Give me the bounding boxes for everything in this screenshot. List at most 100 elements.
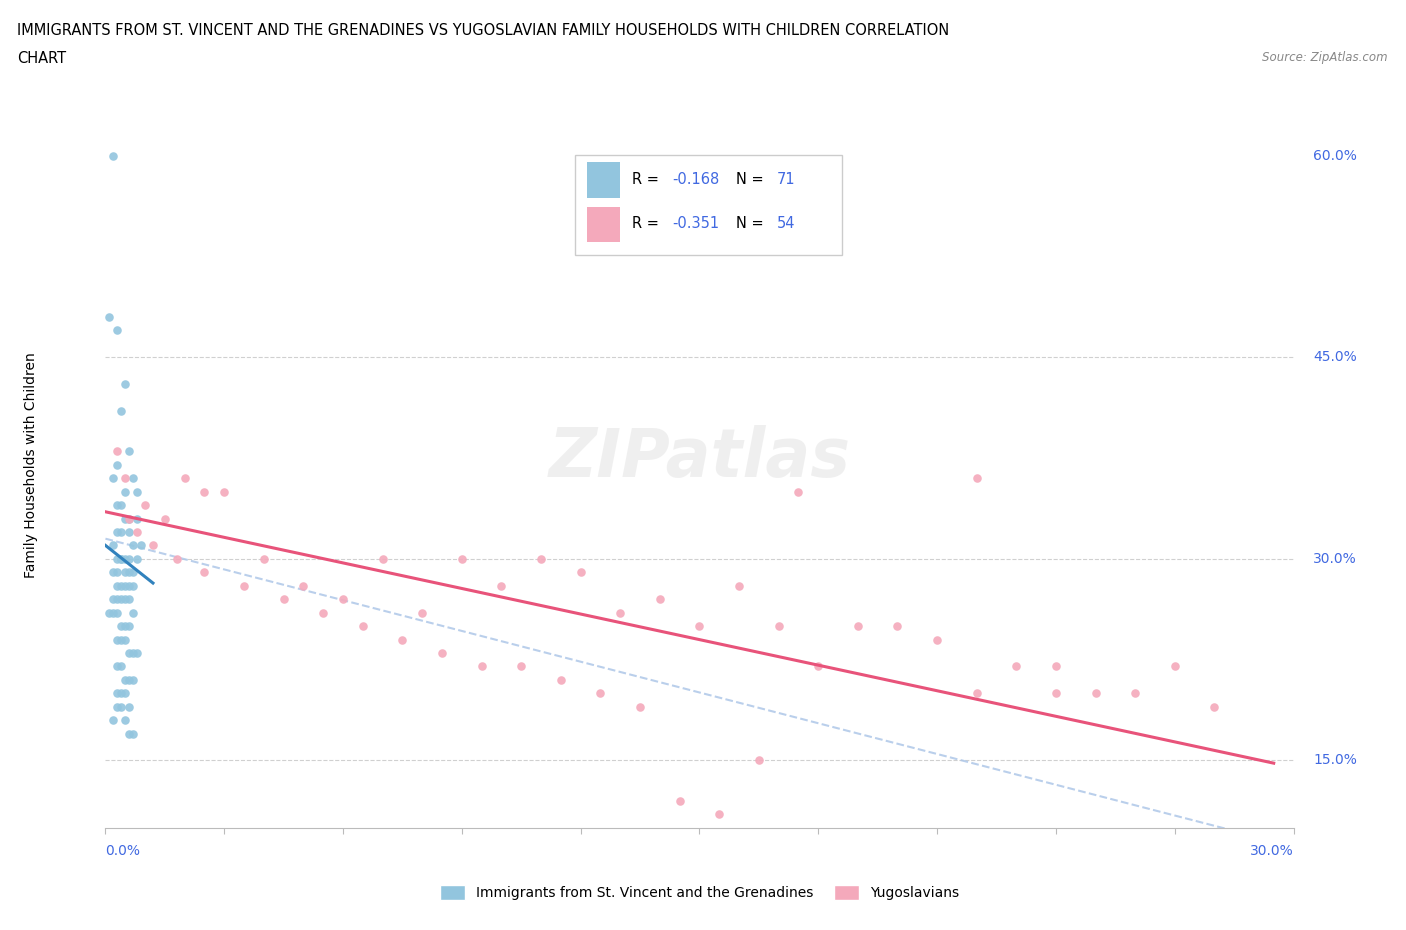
Point [273, 591, 295, 606]
Point [1045, 659, 1067, 674]
Point [118, 525, 141, 539]
Text: 60.0%: 60.0% [1313, 149, 1357, 163]
Point [1005, 659, 1028, 674]
Point [114, 377, 136, 392]
Point [105, 565, 128, 579]
Point [966, 471, 988, 485]
Point [105, 444, 128, 458]
Point [118, 512, 141, 526]
Point [292, 578, 315, 593]
Point [122, 645, 145, 660]
Point [628, 699, 651, 714]
Point [807, 659, 830, 674]
Text: 30.0%: 30.0% [1250, 844, 1294, 857]
Point [105, 498, 128, 512]
Point [166, 551, 188, 566]
Point [129, 538, 152, 552]
Point [105, 605, 128, 620]
Point [118, 591, 141, 606]
Point [118, 699, 141, 714]
Legend: Immigrants from St. Vincent and the Grenadines, Yugoslavians: Immigrants from St. Vincent and the Gren… [434, 880, 965, 906]
Point [110, 618, 132, 633]
Point [122, 565, 145, 579]
Point [173, 471, 195, 485]
Point [122, 578, 145, 593]
Point [127, 485, 149, 499]
Point [98, 310, 121, 325]
Point [689, 618, 711, 633]
Point [118, 512, 141, 526]
Point [110, 404, 132, 418]
Text: 15.0%: 15.0% [1313, 753, 1357, 767]
Point [105, 551, 128, 566]
Point [122, 672, 145, 687]
Point [214, 485, 236, 499]
Point [193, 485, 215, 499]
Point [471, 659, 494, 674]
Text: 0.0%: 0.0% [105, 844, 141, 857]
Point [110, 578, 132, 593]
Point [118, 618, 141, 633]
Point [127, 512, 149, 526]
Point [233, 578, 256, 593]
Point [118, 565, 141, 579]
Point [411, 605, 433, 620]
Point [709, 807, 731, 822]
Point [118, 726, 141, 741]
Point [98, 605, 121, 620]
Point [768, 618, 790, 633]
Point [105, 685, 128, 700]
Point [648, 591, 671, 606]
Point [103, 471, 125, 485]
Point [110, 685, 132, 700]
Point [846, 618, 869, 633]
Point [103, 148, 125, 163]
Point [110, 498, 132, 512]
Point [103, 538, 125, 552]
Point [886, 618, 908, 633]
Point [530, 551, 553, 566]
Text: 45.0%: 45.0% [1313, 351, 1357, 365]
Point [153, 512, 176, 526]
Text: Family Households with Children: Family Households with Children [24, 352, 38, 578]
Point [127, 645, 149, 660]
Point [118, 645, 141, 660]
Point [122, 471, 145, 485]
Point [122, 538, 145, 552]
Point [110, 632, 132, 647]
Point [491, 578, 513, 593]
Point [110, 525, 132, 539]
Point [114, 471, 136, 485]
Point [103, 605, 125, 620]
Point [748, 753, 770, 768]
FancyBboxPatch shape [586, 206, 620, 242]
Text: ZIPatlas: ZIPatlas [548, 425, 851, 491]
Text: 30.0%: 30.0% [1313, 551, 1357, 565]
Point [193, 565, 215, 579]
Point [105, 699, 128, 714]
Point [966, 685, 988, 700]
Point [114, 632, 136, 647]
Point [110, 659, 132, 674]
Text: CHART: CHART [17, 51, 66, 66]
Point [114, 618, 136, 633]
Point [103, 712, 125, 727]
Point [609, 605, 631, 620]
Point [105, 525, 128, 539]
Point [312, 605, 335, 620]
Point [668, 793, 690, 808]
Point [728, 578, 751, 593]
Text: 71: 71 [776, 172, 796, 187]
Point [450, 551, 472, 566]
Point [1164, 659, 1187, 674]
Point [110, 551, 132, 566]
Point [352, 618, 374, 633]
Point [110, 551, 132, 566]
Point [1084, 685, 1107, 700]
Point [134, 498, 156, 512]
Point [1204, 699, 1226, 714]
Point [105, 632, 128, 647]
Point [114, 551, 136, 566]
Point [1045, 685, 1067, 700]
Point [114, 712, 136, 727]
